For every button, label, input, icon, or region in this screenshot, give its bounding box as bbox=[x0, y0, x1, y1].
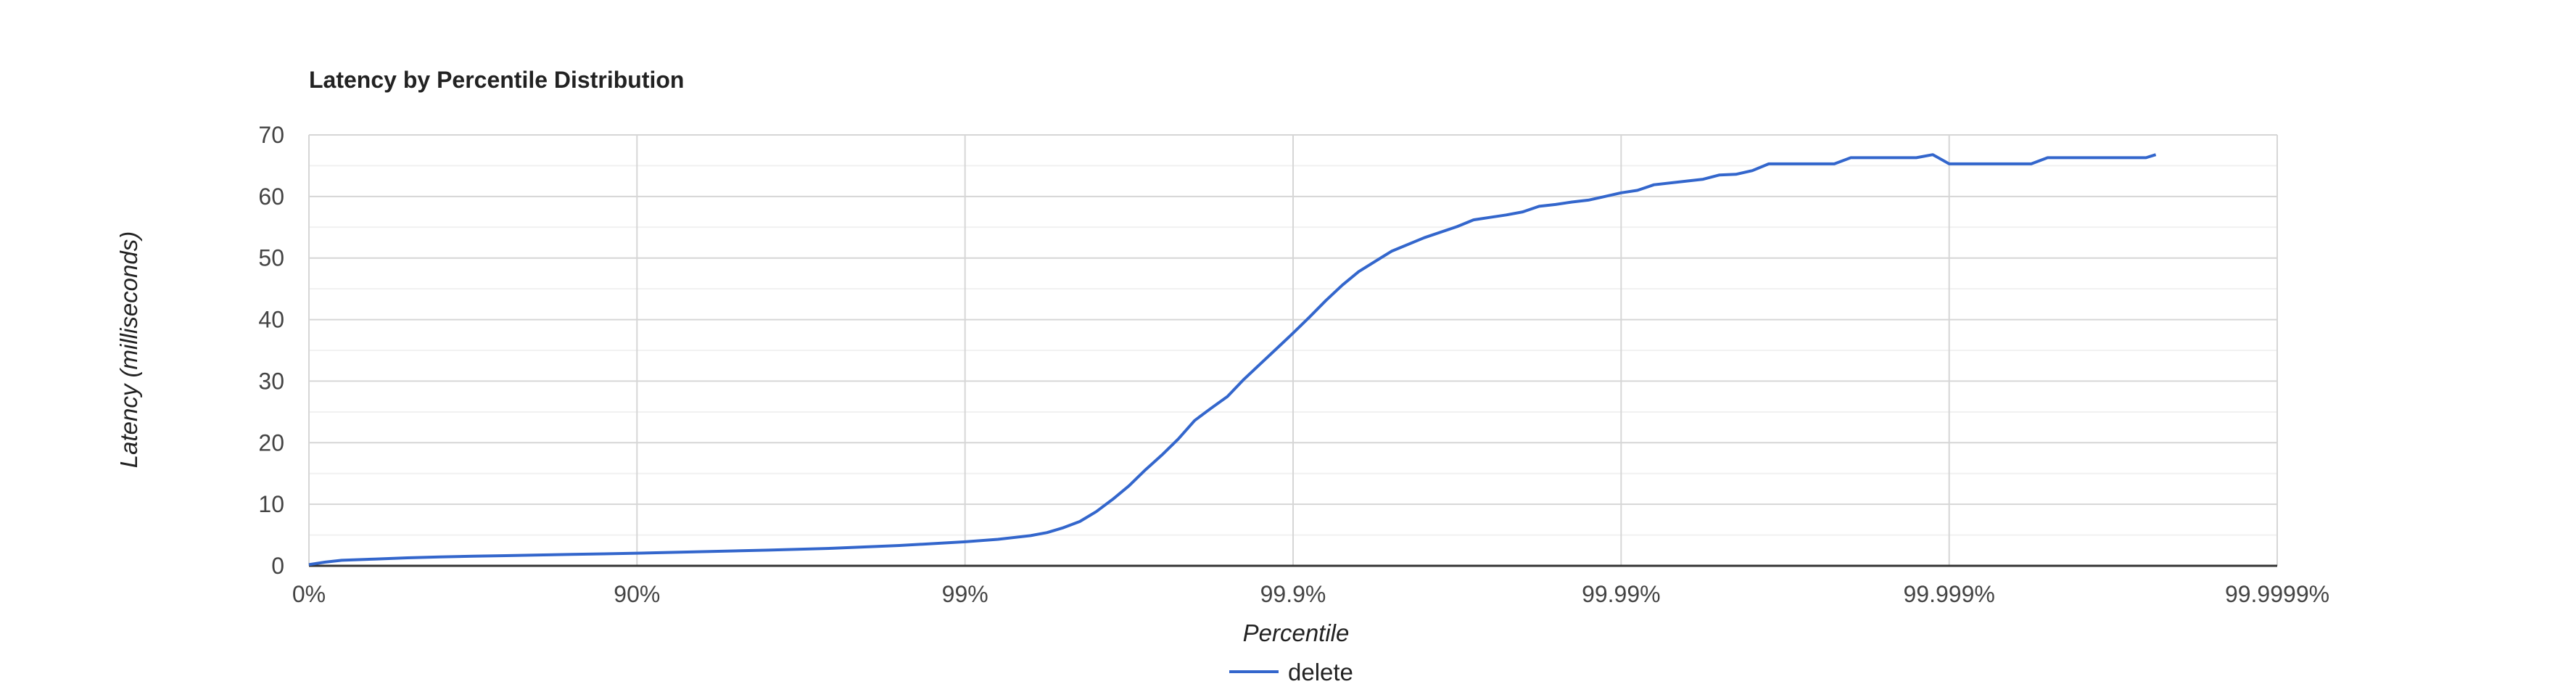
y-tick-label: 60 bbox=[258, 184, 284, 210]
legend: delete bbox=[1229, 659, 1353, 685]
y-tick-label: 50 bbox=[258, 245, 284, 271]
x-tick-label: 99.9% bbox=[1260, 581, 1326, 607]
y-tick-label: 20 bbox=[258, 429, 284, 456]
legend-label-delete: delete bbox=[1288, 659, 1353, 685]
x-tick-label: 99.99% bbox=[1582, 581, 1661, 607]
y-axis-title: Latency (milliseconds) bbox=[115, 231, 142, 468]
x-tick-label: 99.999% bbox=[1904, 581, 1995, 607]
x-tick-label: 99.9999% bbox=[2225, 581, 2329, 607]
series-line-delete bbox=[308, 153, 2157, 567]
x-tick-label: 99% bbox=[942, 581, 988, 607]
y-axis-ticks: 0 10 20 30 40 50 60 70 bbox=[258, 122, 284, 579]
series-lines bbox=[308, 153, 2157, 567]
gridlines bbox=[308, 134, 2278, 567]
y-tick-label: 30 bbox=[258, 368, 284, 394]
x-axis-title: Percentile bbox=[1243, 619, 1350, 646]
y-tick-label: 70 bbox=[258, 122, 284, 148]
x-axis-ticks: 0% 90% 99% 99.9% 99.99% 99.999% 99.9999% bbox=[292, 581, 2329, 607]
chart-title: Latency by Percentile Distribution bbox=[309, 67, 684, 93]
y-tick-label: 40 bbox=[258, 307, 284, 333]
y-tick-label: 0 bbox=[271, 553, 284, 579]
x-tick-label: 90% bbox=[614, 581, 660, 607]
y-tick-label: 10 bbox=[258, 491, 284, 517]
x-tick-label: 0% bbox=[292, 581, 326, 607]
